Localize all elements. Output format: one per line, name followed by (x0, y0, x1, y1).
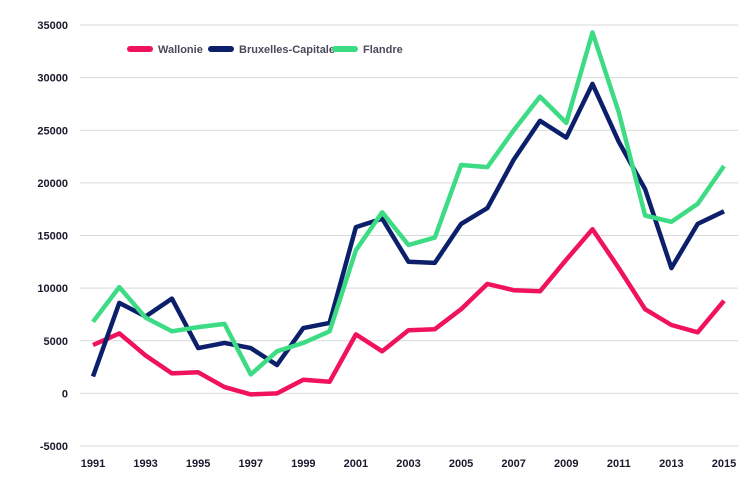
series-line-flandre (91, 30, 726, 377)
x-tick-label: 2015 (712, 458, 736, 470)
y-tick-label: 10000 (37, 283, 68, 295)
gridlines (80, 24, 738, 447)
x-tick-label: 1991 (81, 458, 105, 470)
y-tick-label: 0 (62, 388, 68, 400)
legend: Wallonie Bruxelles-Capitale Flandre (127, 44, 403, 56)
x-tick-label: 1995 (186, 458, 210, 470)
x-tick-label: 2005 (449, 458, 473, 470)
x-tick-label: 1997 (239, 458, 263, 470)
legend-label: Wallonie (158, 44, 203, 56)
x-tick-label: 2001 (344, 458, 368, 470)
legend-label: Bruxelles-Capitale (239, 44, 335, 56)
legend-label: Flandre (363, 44, 403, 56)
x-axis-tick-labels: 1991 1993 1995 1997 1999 2001 2003 2005 2007 2009… (81, 458, 736, 470)
y-tick-label: 15000 (37, 231, 68, 243)
x-tick-label: 2009 (554, 458, 578, 470)
y-tick-label: 20000 (37, 178, 68, 190)
x-tick-label: 1993 (133, 458, 157, 470)
y-tick-label: -5000 (40, 441, 68, 453)
series-line-bruxelles-capitale (90, 81, 725, 378)
series-line-wallonie (92, 226, 726, 397)
x-tick-label: 2003 (396, 458, 420, 470)
x-tick-label: 2011 (607, 458, 631, 470)
y-tick-label: 35000 (37, 20, 68, 32)
series-lines (90, 30, 726, 397)
x-tick-label: 2013 (659, 458, 683, 470)
x-tick-label: 1999 (291, 458, 315, 470)
y-tick-label: 25000 (37, 125, 68, 137)
x-tick-label: 2007 (501, 458, 525, 470)
y-axis-tick-labels: 35000 30000 25000 20000 15000 10000 5000 0 -5000 (37, 20, 68, 453)
y-tick-label: 5000 (44, 336, 68, 348)
y-tick-label: 30000 (37, 73, 68, 85)
